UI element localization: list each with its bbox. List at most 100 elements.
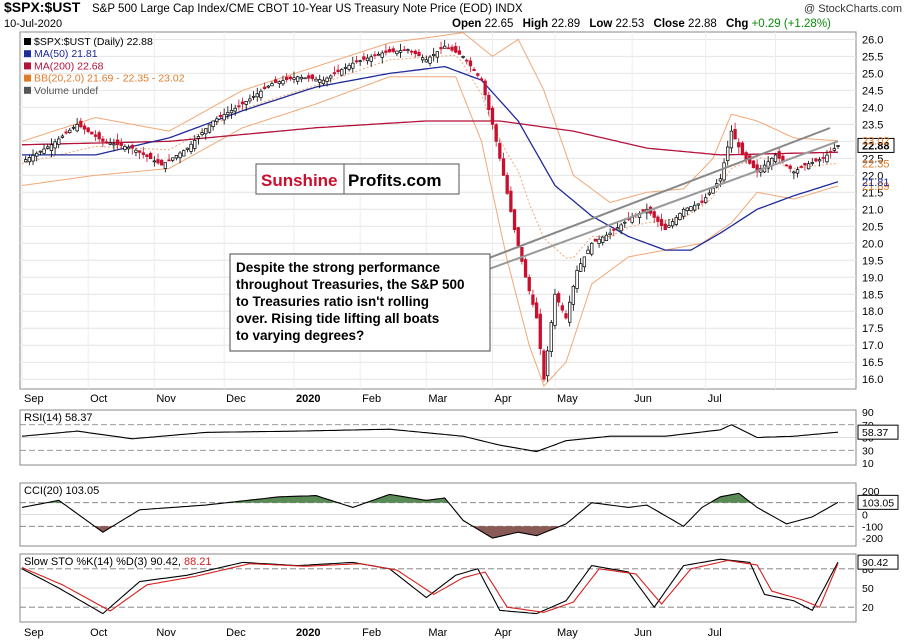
panel-title: CCI(20) 103.05 <box>24 485 99 497</box>
y-tick-label: 25.5 <box>862 51 883 63</box>
legend-label: MA(50) 21.81 <box>34 48 98 60</box>
candle <box>501 152 506 177</box>
y-tick-label: 20.5 <box>862 221 883 233</box>
y-tick-label: 18.0 <box>862 306 883 318</box>
month-label: 2020 <box>296 627 320 639</box>
candle <box>376 51 381 56</box>
candle <box>417 48 421 57</box>
candle <box>314 76 318 82</box>
candle <box>810 158 814 167</box>
last-value-tag: 58.37 <box>857 424 899 440</box>
month-label: Jun <box>634 627 652 639</box>
candle <box>472 66 476 72</box>
legend-item: MA(200) 22.68 <box>24 60 104 72</box>
candle <box>71 124 76 131</box>
candle <box>233 104 237 116</box>
candle <box>590 242 594 257</box>
rsi-line <box>21 424 839 453</box>
candle <box>336 64 340 75</box>
y-tick-label: 16.0 <box>862 374 883 386</box>
candle <box>101 135 105 148</box>
candle <box>395 50 399 57</box>
candle <box>288 75 292 82</box>
legend-label: BB(20,2.0) 21.69 - 22.35 - 23.02 <box>34 73 185 85</box>
candle <box>825 150 829 164</box>
y-tick-label: 50 <box>862 583 874 595</box>
candle <box>788 164 792 173</box>
y-tick-label: 16.5 <box>862 357 883 369</box>
candle <box>218 111 223 120</box>
candle <box>487 91 491 116</box>
svg-text:22.88: 22.88 <box>862 140 890 152</box>
y-tick-label: 19.5 <box>862 255 883 267</box>
candle <box>229 103 234 119</box>
candle <box>93 130 98 141</box>
candle <box>454 42 458 54</box>
candle <box>248 94 252 104</box>
y-tick-label: 21.5 <box>862 187 883 199</box>
candle <box>538 308 542 355</box>
candle <box>512 208 517 233</box>
candle <box>380 50 384 64</box>
candle <box>465 58 469 65</box>
candle <box>413 49 417 58</box>
candle <box>409 49 414 56</box>
candle <box>174 154 179 161</box>
y-tick-label: 17.5 <box>862 323 883 335</box>
candle <box>608 228 612 240</box>
candle <box>373 51 377 60</box>
candle <box>251 90 256 101</box>
y-tick-label: 21.0 <box>862 204 883 216</box>
y-tick-label: 17.0 <box>862 340 883 352</box>
candle <box>523 257 528 278</box>
svg-text:22.35: 22.35 <box>862 158 890 170</box>
month-label: Sep <box>24 627 44 639</box>
candle <box>516 227 520 249</box>
candle <box>126 144 131 154</box>
legend-label: Volume undef <box>34 85 98 97</box>
candle <box>586 245 590 255</box>
candle <box>490 105 495 130</box>
month-label: Jun <box>634 393 652 405</box>
candle <box>545 346 550 382</box>
candle <box>751 159 756 169</box>
svg-text:103.05: 103.05 <box>862 497 894 509</box>
annotation-callout: Despite the strong performance throughout… <box>229 127 831 352</box>
candle <box>391 46 395 54</box>
month-axis-top: Sep Oct Nov Dec 2020 Feb Mar Apr May Jun Jul <box>24 393 722 405</box>
candle <box>255 87 259 102</box>
candle <box>604 231 609 241</box>
month-label: Sep <box>24 393 44 405</box>
candle <box>82 123 87 135</box>
candle <box>119 138 123 150</box>
y-tick-label: 18.5 <box>862 289 883 301</box>
candle <box>27 154 32 166</box>
candle-icon <box>24 38 31 45</box>
candle <box>439 41 443 55</box>
candle <box>795 166 800 178</box>
candle <box>156 153 160 165</box>
candle <box>601 235 605 246</box>
candle <box>707 189 712 196</box>
candle <box>134 147 138 157</box>
candle <box>406 48 410 54</box>
y-tick-label: 0 <box>862 510 868 522</box>
candle <box>86 126 90 134</box>
candle <box>652 207 656 223</box>
candle <box>777 147 781 162</box>
candle <box>799 165 803 169</box>
candle <box>384 44 388 56</box>
candle <box>160 159 164 166</box>
y-tick-label: 10 <box>862 458 874 470</box>
candle <box>553 288 557 330</box>
candle <box>31 149 35 166</box>
last-value-tag: 22.88 <box>857 137 895 153</box>
trendline <box>484 140 839 272</box>
candle <box>424 55 428 63</box>
candle <box>387 46 392 53</box>
candle <box>266 84 270 89</box>
candle <box>468 57 473 73</box>
candle <box>270 81 274 87</box>
